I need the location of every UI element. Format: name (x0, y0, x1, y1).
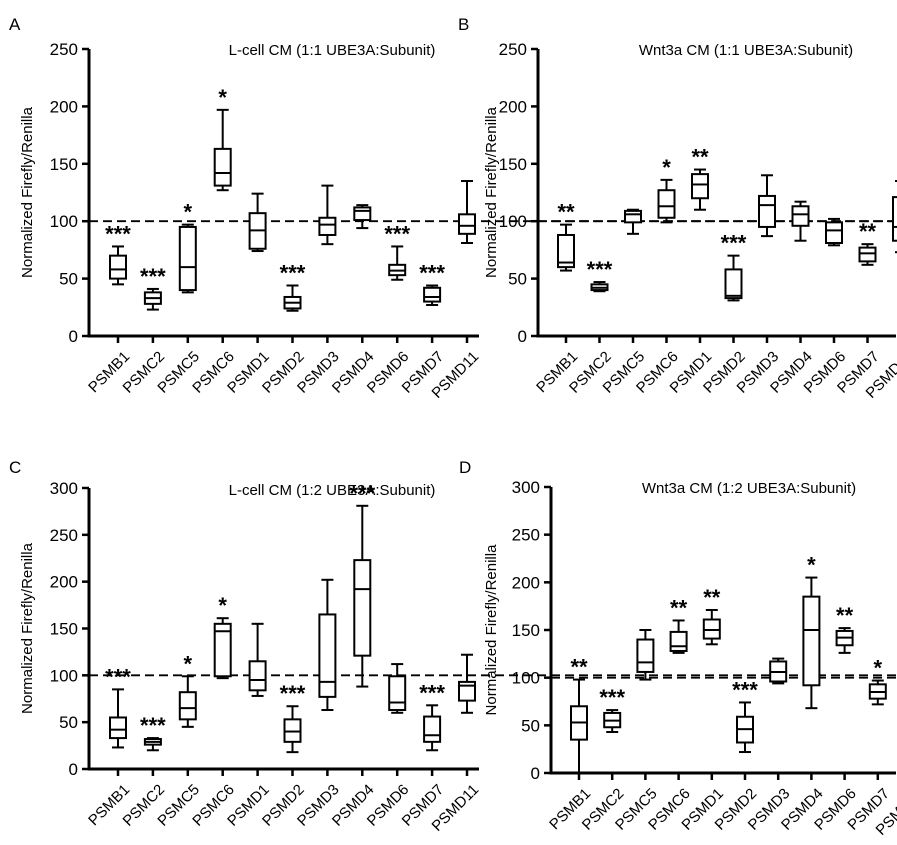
significance-marker: *** (587, 257, 613, 282)
significance-marker: * (662, 155, 671, 180)
significance-marker: *** (105, 221, 131, 246)
box (423, 715, 442, 743)
y-axis-label: Normalized Firefly/Renilla (483, 544, 500, 716)
significance-marker: * (874, 656, 883, 681)
significance-marker: * (184, 200, 193, 225)
y-tick-label: 50 (59, 713, 78, 732)
y-tick-label: 250 (50, 40, 78, 59)
box (178, 225, 197, 292)
y-tick-label: 200 (50, 97, 78, 116)
significance-marker: *** (419, 680, 445, 705)
y-tick-label: 300 (512, 478, 540, 497)
y-tick-label: 100 (512, 669, 540, 688)
box (636, 638, 655, 673)
y-tick-label: 0 (531, 764, 540, 783)
y-tick-label: 50 (59, 270, 78, 289)
significance-marker: ** (859, 219, 877, 244)
significance-marker: *** (732, 677, 758, 702)
y-tick-label: 250 (499, 40, 527, 59)
box (109, 716, 127, 740)
y-axis-label: Normalized Firefly/Renilla (19, 106, 36, 278)
y-tick-label: 0 (69, 327, 78, 346)
significance-marker: *** (384, 221, 410, 246)
y-tick-label: 150 (50, 155, 78, 174)
box (825, 221, 843, 245)
box (858, 246, 877, 263)
box (691, 173, 709, 200)
box (758, 194, 776, 228)
y-tick-label: 250 (512, 526, 540, 545)
y-tick-label: 50 (508, 270, 527, 289)
significance-marker: *** (140, 264, 166, 289)
panel-label: D (459, 458, 471, 477)
y-tick-label: 0 (518, 327, 527, 346)
significance-marker: ** (703, 585, 721, 610)
significance-marker: *** (721, 231, 747, 256)
significance-marker: *** (419, 260, 445, 285)
panel-label: A (9, 15, 21, 34)
y-tick-label: 150 (50, 620, 78, 639)
significance-marker: ** (670, 595, 688, 620)
significance-marker: ** (570, 655, 588, 680)
y-tick-label: 100 (499, 212, 527, 231)
box (791, 205, 810, 227)
significance-marker: * (807, 553, 816, 578)
y-tick-label: 100 (50, 212, 78, 231)
y-tick-label: 200 (512, 573, 540, 592)
box (213, 622, 232, 678)
significance-marker: *** (280, 260, 306, 285)
significance-marker: ** (691, 145, 709, 170)
box (724, 268, 743, 300)
significance-marker: *** (599, 685, 625, 710)
box (669, 630, 688, 652)
significance-marker: * (184, 651, 193, 676)
significance-marker: * (218, 85, 227, 110)
y-tick-label: 50 (521, 716, 540, 735)
box (213, 147, 232, 187)
significance-marker: ** (557, 200, 575, 225)
box (318, 216, 337, 236)
chart-title: L-cell CM (1:2 UBE3A:Subunit) (229, 482, 436, 499)
box (423, 286, 442, 303)
y-tick-label: 100 (50, 666, 78, 685)
y-tick-label: 200 (499, 97, 527, 116)
box (178, 691, 197, 721)
panel-label: B (458, 15, 469, 34)
y-tick-label: 150 (499, 155, 527, 174)
chart-title: Wnt3a CM (1:1 UBE3A:Subunit) (639, 42, 853, 59)
y-tick-label: 200 (50, 573, 78, 592)
y-tick-label: 300 (50, 479, 78, 498)
y-tick-label: 0 (69, 760, 78, 779)
significance-marker: ** (836, 603, 854, 628)
box (624, 209, 642, 224)
significance-marker: * (218, 593, 227, 618)
box (892, 196, 897, 242)
chart-title: L-cell CM (1:1 UBE3A:Subunit) (229, 42, 436, 59)
box (353, 206, 372, 222)
significance-marker: *** (280, 681, 306, 706)
y-axis-label: Normalized Firefly/Renilla (19, 542, 36, 714)
y-tick-label: 250 (50, 526, 78, 545)
box (557, 233, 575, 269)
box (109, 254, 127, 280)
significance-marker: *** (105, 664, 131, 689)
panel-label: C (9, 458, 21, 477)
box (802, 595, 821, 687)
box (388, 675, 407, 711)
y-axis-label: Normalized Firefly/Renilla (483, 106, 500, 278)
box (353, 559, 372, 657)
box (318, 613, 337, 698)
chart-title: Wnt3a CM (1:2 UBE3A:Subunit) (642, 480, 856, 497)
box (248, 660, 267, 692)
significance-marker: *** (140, 713, 166, 738)
significance-marker: *** (349, 481, 375, 506)
box (657, 189, 676, 219)
box (458, 213, 476, 235)
y-tick-label: 150 (512, 621, 540, 640)
